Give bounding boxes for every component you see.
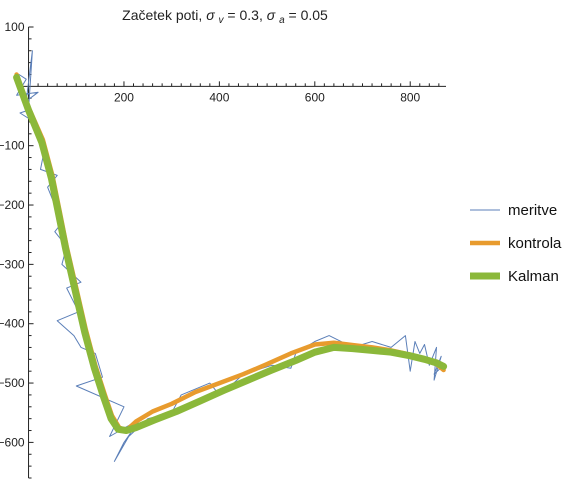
title-prefix: Začetek poti, xyxy=(122,7,206,23)
legend: meritve kontrola Kalman xyxy=(470,202,562,285)
title-subscript-a: a xyxy=(279,15,285,26)
x-tick-label: 600 xyxy=(305,90,325,104)
chart-title: Začetek poti, σ v = 0.3, σ a = 0.05 xyxy=(122,7,328,26)
x-tick-label: 400 xyxy=(209,90,229,104)
x-tick-label: 200 xyxy=(114,90,134,104)
axes: 200 400 600 800 100 −100 −200 −300 −400 −500 −600 xyxy=(0,20,446,479)
y-tick-label: −200 xyxy=(0,198,25,212)
title-mid: = 0.3, xyxy=(227,7,266,23)
x-tick-label: 800 xyxy=(400,90,420,104)
series-layer xyxy=(13,50,448,462)
series-line-meritve xyxy=(16,50,445,462)
title-sigma-v: σ xyxy=(206,7,215,23)
y-tick-label: −600 xyxy=(0,435,25,449)
y-tick-label: 100 xyxy=(5,20,25,34)
legend-label: kontrola xyxy=(508,235,562,252)
title-sigma-a: σ xyxy=(267,7,276,23)
title-subscript-v: v xyxy=(219,15,225,26)
legend-item: Kalman xyxy=(470,268,559,285)
series-line-kalman xyxy=(13,73,448,434)
legend-label: Kalman xyxy=(508,268,559,285)
y-tick-label: −500 xyxy=(0,376,25,390)
svg-text:Začetek poti, σ v: Začetek poti, σ v = 0.3, σ a = 0.05 xyxy=(122,7,328,26)
y-tick-label: −400 xyxy=(0,317,25,331)
legend-item: kontrola xyxy=(470,235,562,252)
legend-item: meritve xyxy=(470,202,557,219)
title-suffix: = 0.05 xyxy=(289,7,329,23)
y-tick-label: −100 xyxy=(0,139,25,153)
legend-label: meritve xyxy=(508,202,557,219)
series-line-kontrola xyxy=(14,72,446,433)
y-tick-label: −300 xyxy=(0,257,25,271)
